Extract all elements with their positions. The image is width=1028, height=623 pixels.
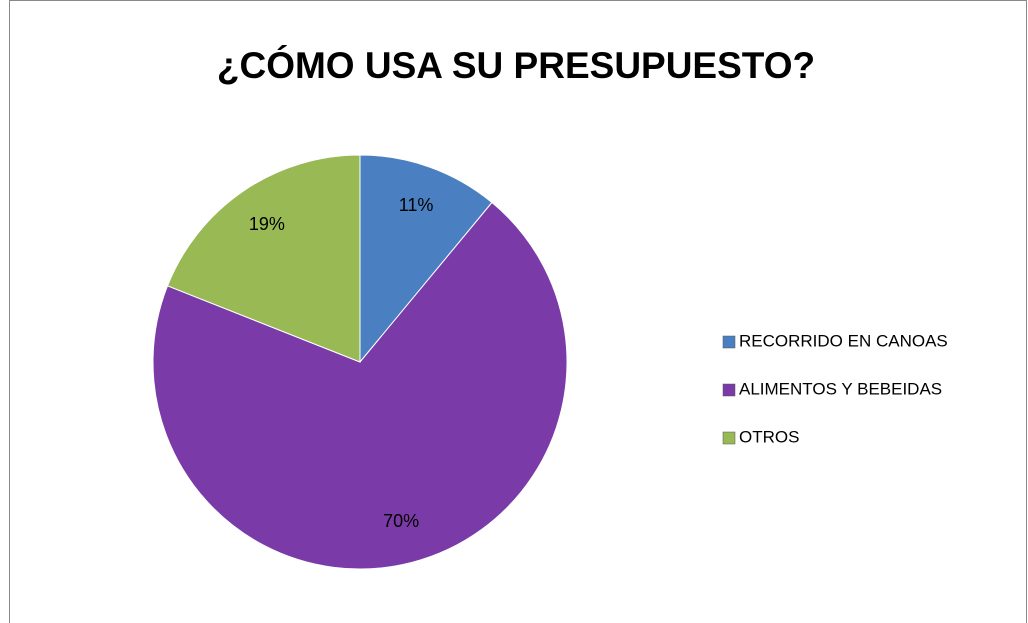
pie-slice xyxy=(359,154,493,364)
data-label: 19% xyxy=(249,214,285,234)
legend-label: ALIMENTOS Y BEBEIDAS xyxy=(739,379,942,398)
legend-swatch xyxy=(722,335,736,349)
pie-slice xyxy=(152,201,568,570)
legend-label: OTROS xyxy=(739,427,799,446)
data-label: 70% xyxy=(383,511,419,531)
legend-label: RECORRIDO EN CANOAS xyxy=(739,331,948,350)
pie-slice xyxy=(166,154,361,363)
legend-swatch xyxy=(722,383,736,397)
data-label: 11% xyxy=(399,195,434,215)
legend-swatch xyxy=(722,431,736,445)
chart-title: ¿CÓMO USA SU PRESUPUESTO? xyxy=(217,44,815,86)
